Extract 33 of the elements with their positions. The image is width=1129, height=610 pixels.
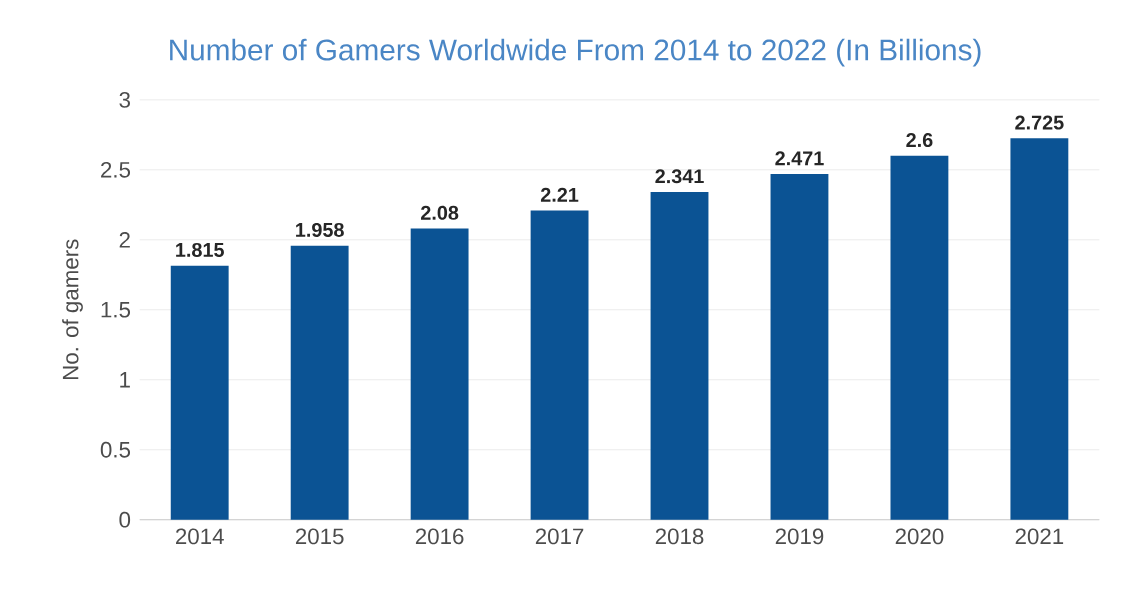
data-label: 1.958 [296, 222, 344, 237]
x-tick-label: 2019 [775, 528, 824, 545]
y-tick-label: 1.5 [101, 301, 131, 318]
y-tick-label: 0.5 [100, 441, 131, 458]
y-tick-label: 2.5 [101, 161, 131, 178]
data-label: 2.341 [655, 169, 704, 184]
bar [650, 192, 709, 520]
x-tick-label: 2016 [415, 528, 464, 545]
bar [770, 173, 829, 520]
data-label: 1.815 [176, 242, 224, 257]
bar [530, 210, 589, 520]
data-label: 2.725 [1015, 115, 1064, 130]
y-axis-title: No. of gamers [62, 239, 83, 380]
chart-title: Number of Gamers Worldwide From 2014 to 2022 (In Billions) [170, 38, 981, 67]
bar [1010, 138, 1069, 520]
bar [890, 155, 949, 520]
x-tick-label: 2018 [655, 528, 704, 545]
bar [290, 245, 349, 520]
bar [410, 228, 469, 520]
x-tick-label: 2020 [895, 528, 944, 545]
bar [170, 265, 229, 520]
x-tick-label: 2021 [1015, 528, 1064, 545]
y-tick-label: 2 [119, 232, 130, 248]
y-tick-label: 1 [120, 372, 130, 388]
data-label: 2.08 [421, 205, 459, 220]
x-tick-label: 2017 [535, 528, 584, 545]
y-tick-label: 0 [119, 511, 131, 528]
data-label: 2.471 [775, 151, 824, 166]
y-tick-label: 3 [119, 91, 130, 108]
data-label: 2.21 [540, 187, 579, 202]
x-tick-label: 2015 [295, 528, 344, 545]
x-tick-label: 2014 [176, 528, 224, 545]
data-label: 2.6 [906, 133, 933, 148]
